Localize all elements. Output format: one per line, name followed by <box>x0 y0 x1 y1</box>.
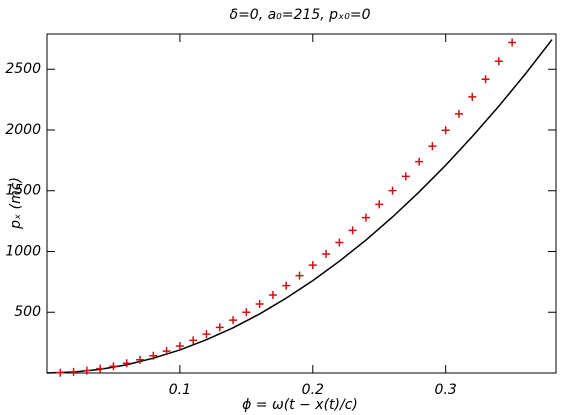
plus-marker <box>361 213 370 222</box>
plus-marker <box>388 186 397 195</box>
plus-marker <box>348 226 357 235</box>
plus-marker <box>494 57 503 66</box>
plus-marker <box>202 330 211 339</box>
plus-marker <box>335 238 344 247</box>
y-tick-label: 1000 <box>5 243 41 259</box>
plus-marker <box>162 347 171 356</box>
plus-marker <box>268 290 277 299</box>
plus-marker <box>401 172 410 181</box>
x-tick-label: 0.3 <box>435 382 457 398</box>
plus-marker <box>415 157 424 166</box>
plus-marker <box>454 109 463 118</box>
plus-marker <box>136 355 145 364</box>
y-tick-label: 1500 <box>5 183 41 199</box>
plus-marker <box>56 368 65 377</box>
x-tick-label: 0.2 <box>302 382 324 398</box>
y-tick-label: 500 <box>14 304 41 320</box>
plus-marker <box>481 75 490 84</box>
plus-marker <box>229 316 238 325</box>
line-series <box>46 39 553 374</box>
plus-marker <box>189 336 198 345</box>
plus-marker <box>175 342 184 351</box>
plus-marker <box>468 92 477 101</box>
plus-marker <box>441 126 450 135</box>
plus-marker <box>295 271 304 280</box>
plot-frame <box>46 33 557 374</box>
plus-marker <box>308 261 317 270</box>
y-tick-label: 2500 <box>5 61 41 77</box>
plus-marker <box>322 250 331 259</box>
plus-marker <box>149 351 158 360</box>
plus-marker <box>96 364 105 373</box>
plus-marker <box>109 362 118 371</box>
plus-marker <box>375 200 384 209</box>
plus-marker <box>215 323 224 332</box>
plus-marker <box>255 299 264 308</box>
x-tick-label: 0.1 <box>169 382 191 398</box>
y-tick-label: 2000 <box>5 122 41 138</box>
plus-marker <box>428 142 437 151</box>
plus-marker <box>508 38 517 47</box>
y-axis-label: pₓ (mc) <box>8 177 24 230</box>
x-axis-label: ϕ = ω(t − x(t)/c) <box>242 397 358 413</box>
plus-marker <box>122 359 131 368</box>
chart-title: δ=0, a₀=215, pₓ₀=0 <box>230 7 371 23</box>
plus-marker <box>69 367 78 376</box>
plus-marker <box>82 366 91 375</box>
plus-marker <box>282 281 291 290</box>
plus-marker <box>242 308 251 317</box>
